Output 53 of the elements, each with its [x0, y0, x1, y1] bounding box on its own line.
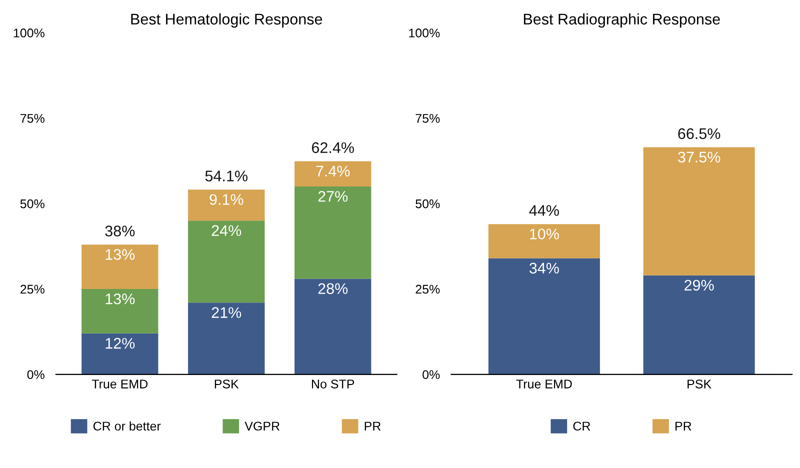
legend-label: CR [573, 422, 590, 431]
data-label: 28% [318, 283, 348, 294]
bar [294, 186, 372, 279]
data-label: 27% [318, 191, 348, 202]
y-tick-label: 50% [416, 199, 440, 208]
x-tick-label: PSK [688, 380, 712, 388]
bar [294, 278, 372, 374]
total-label: 38% [105, 226, 135, 236]
bar [488, 224, 600, 258]
data-label: 10% [530, 228, 559, 240]
y-tick-label: 25% [416, 284, 440, 294]
bar [188, 302, 265, 374]
bar [643, 147, 755, 276]
data-label: 13% [106, 249, 135, 260]
bar [488, 258, 600, 374]
bar [82, 333, 158, 374]
data-label: 12% [106, 338, 135, 349]
legend-label: PR [676, 422, 692, 430]
total-label: 62.4% [312, 142, 354, 154]
legend-label: VGPR [244, 422, 280, 431]
bar [188, 190, 265, 221]
y-tick-label: 0% [422, 370, 440, 380]
y-tick-label: 100% [14, 28, 44, 38]
data-label: 7.4% [316, 166, 350, 176]
y-tick-label: 100% [409, 28, 440, 38]
x-tick-label: True EMD [516, 380, 572, 388]
chart-title: Best Radiographic Response [524, 13, 720, 28]
y-tick-label: 50% [20, 199, 44, 208]
bar [82, 244, 158, 289]
total-label: 54.1% [205, 170, 248, 182]
x-tick-label: True EMD [92, 380, 148, 388]
y-tick-label: 25% [20, 284, 44, 294]
y-tick-label: 0% [27, 370, 44, 380]
bar [188, 220, 265, 303]
legend-label: PR [364, 422, 381, 430]
bar [294, 161, 372, 186]
data-label: 9.1% [210, 194, 244, 205]
bar [643, 275, 755, 374]
total-label: 44% [529, 205, 559, 216]
data-label: 24% [212, 225, 242, 236]
legend-label: CR or better [93, 421, 161, 431]
x-tick-label: PSK [214, 380, 239, 388]
x-tick-label: No STP [312, 380, 354, 388]
data-label: 13% [106, 293, 135, 304]
data-label: 21% [212, 307, 242, 318]
data-label: 29% [684, 280, 714, 291]
chart-title: Best Hematologic Response [131, 13, 322, 28]
data-label: 37.5% [678, 152, 720, 163]
total-label: 66.5% [678, 128, 720, 140]
bar [82, 288, 158, 334]
y-tick-label: 75% [416, 114, 440, 123]
data-label: 34% [529, 262, 559, 274]
y-tick-label: 75% [20, 114, 44, 123]
